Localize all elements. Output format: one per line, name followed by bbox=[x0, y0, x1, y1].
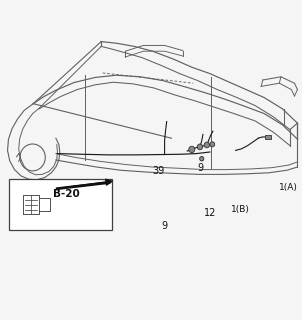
Bar bbox=[265, 135, 271, 139]
Circle shape bbox=[210, 142, 215, 147]
Text: B-20: B-20 bbox=[53, 188, 80, 199]
Circle shape bbox=[200, 156, 204, 161]
Text: 9: 9 bbox=[198, 163, 204, 173]
Circle shape bbox=[204, 142, 210, 148]
Bar bbox=[9, 179, 112, 230]
Circle shape bbox=[197, 144, 203, 150]
Circle shape bbox=[189, 146, 195, 153]
Text: 1(B): 1(B) bbox=[231, 205, 249, 214]
Text: 12: 12 bbox=[204, 208, 216, 218]
Text: 39: 39 bbox=[153, 166, 165, 176]
Text: 1(A): 1(A) bbox=[279, 183, 298, 192]
Text: 9: 9 bbox=[162, 220, 168, 231]
